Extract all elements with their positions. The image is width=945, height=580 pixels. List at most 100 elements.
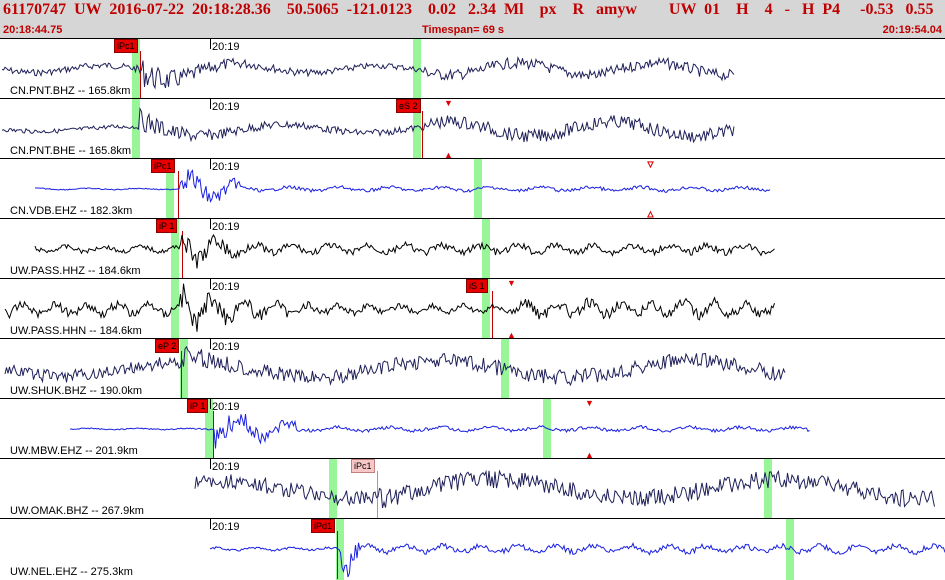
waveform-trace-line xyxy=(1,55,735,90)
pick-marker-bar xyxy=(413,39,421,99)
pick-marker-bar xyxy=(329,459,337,519)
channel-label: UW.MBW.EHZ -- 201.9km xyxy=(10,445,138,457)
arrival-marker-down-icon: ▼ xyxy=(585,398,594,408)
channel-label: UW.NEL.EHZ -- 275.3km xyxy=(10,566,133,578)
time-tick xyxy=(210,399,211,409)
time-tick xyxy=(210,519,211,529)
waveform-trace-line xyxy=(1,106,735,144)
seismogram-waveform xyxy=(4,283,775,332)
title-bar: 61170747 UW 2016-07-22 20:18:28.36 50.50… xyxy=(0,0,945,39)
waveform-trace-line xyxy=(4,345,786,387)
time-tick xyxy=(210,39,211,49)
time-tick-label: 20:19 xyxy=(212,101,240,113)
seismogram-waveform xyxy=(1,55,735,90)
time-tick-label: 20:19 xyxy=(212,221,240,233)
trace-panel[interactable]: 20:19 iPc1 UW.OMAK.BHZ -- 267.9km xyxy=(0,459,945,519)
channel-label: CN.PNT.BHE -- 165.8km xyxy=(10,145,132,157)
phase-pick[interactable]: eS 2 xyxy=(396,99,421,113)
arrival-marker-up-icon: ▲ xyxy=(585,450,594,460)
time-tick-label: 20:19 xyxy=(212,341,240,353)
timespan-label: Timespan= 69 s xyxy=(422,24,505,36)
phase-pick[interactable]: iP 1 xyxy=(187,399,209,413)
trace-panel[interactable]: 20:19 iPc1 CN.PNT.BHZ -- 165.8km xyxy=(0,39,945,99)
waveform-trace-line xyxy=(194,469,935,509)
trace-panel[interactable]: 20:19 iPc1 ▼ ▲ CN.VDB.EHZ -- 182.3km xyxy=(0,159,945,219)
seismogram-waveform xyxy=(1,106,735,144)
theoretical-arrival-down-icon: ▼ xyxy=(646,159,656,169)
panel-divider xyxy=(0,518,945,519)
seismogram-waveform xyxy=(69,413,810,449)
arrival-marker-down-icon: ▼ xyxy=(507,278,516,288)
time-tick-label: 20:19 xyxy=(212,521,240,533)
phase-pick[interactable]: iPd1 xyxy=(311,519,336,533)
seismogram-waveform xyxy=(209,542,945,578)
pick-line xyxy=(337,531,338,579)
channel-label: CN.VDB.EHZ -- 182.3km xyxy=(10,205,133,217)
seismogram-waveform xyxy=(194,469,935,509)
phase-pick[interactable]: iP 1 xyxy=(156,219,178,233)
trace-panel[interactable]: 20:19 iP 1 ▼ ▲ UW.MBW.EHZ -- 201.9km xyxy=(0,398,945,460)
seismogram-waveform xyxy=(35,169,771,203)
trace-panel[interactable]: 20:19 iPd1 UW.NEL.EHZ -- 275.3km xyxy=(0,519,945,580)
seismogram-waveform xyxy=(4,345,786,387)
waveform-trace-line xyxy=(34,233,775,269)
trace-panel[interactable]: 20:19 iS 1 ▼ ▲ UW.PASS.HHN -- 184.6km xyxy=(0,278,945,340)
waveform-trace-line xyxy=(4,283,775,332)
trace-panel[interactable]: 20:19 eS 2 ▼ ▲ CN.PNT.BHE -- 165.8km xyxy=(0,98,945,160)
pick-marker-bar xyxy=(336,519,344,580)
arrival-marker-down-icon: ▼ xyxy=(444,98,453,108)
pick-marker-bar xyxy=(482,219,490,279)
phase-pick[interactable]: iPc1 xyxy=(151,159,175,173)
arrival-marker-up-icon: ▲ xyxy=(444,150,453,160)
pick-line xyxy=(181,351,182,399)
waveform-trace-line xyxy=(35,169,771,203)
panel-divider xyxy=(0,98,945,99)
phase-pick[interactable]: iPc1 xyxy=(114,39,138,53)
pick-marker-bar xyxy=(786,519,794,580)
pick-marker-bar xyxy=(413,99,421,159)
pick-line xyxy=(182,231,183,279)
theoretical-arrival-up-icon: ▲ xyxy=(646,209,656,219)
time-tick xyxy=(210,339,211,349)
panel-divider xyxy=(0,278,945,279)
panel-divider xyxy=(0,158,945,159)
pick-marker-bar xyxy=(180,339,188,399)
pick-marker-bar xyxy=(166,159,174,219)
pick-line xyxy=(422,111,423,159)
pick-line xyxy=(140,51,141,99)
channel-label: UW.PASS.HHN -- 184.6km xyxy=(10,325,142,337)
pick-marker-bar xyxy=(482,279,490,339)
trace-panel[interactable]: 20:19 eP 2 UW.SHUK.BHZ -- 190.0km xyxy=(0,339,945,399)
time-tick-label: 20:19 xyxy=(212,461,240,473)
time-tick xyxy=(210,459,211,469)
pick-marker-bar xyxy=(764,459,772,519)
pick-marker-bar xyxy=(132,99,140,159)
time-tick xyxy=(210,99,211,109)
phase-pick[interactable]: iPc1 xyxy=(351,459,375,473)
pick-marker-bar xyxy=(543,399,551,459)
waveform-trace-line xyxy=(209,542,945,578)
time-tick xyxy=(210,279,211,289)
time-tick-label: 20:19 xyxy=(212,161,240,173)
pick-line xyxy=(377,471,378,519)
phase-pick[interactable]: iS 1 xyxy=(466,279,488,293)
panel-divider xyxy=(0,458,945,459)
pick-marker-bar xyxy=(205,399,213,459)
arrival-marker-up-icon: ▲ xyxy=(507,330,516,340)
time-tick-label: 20:19 xyxy=(212,401,240,413)
trace-panel[interactable]: 20:19 iP 1 UW.PASS.HHZ -- 184.6km xyxy=(0,219,945,279)
channel-label: UW.PASS.HHZ -- 184.6km xyxy=(10,265,141,277)
panel-divider xyxy=(0,338,945,339)
pick-marker-bar xyxy=(171,219,179,279)
pick-marker-bar xyxy=(501,339,509,399)
start-time: 20:18:44.75 xyxy=(3,24,63,36)
phase-pick[interactable]: eP 2 xyxy=(155,339,180,353)
channel-label: UW.SHUK.BHZ -- 190.0km xyxy=(10,385,143,397)
end-time: 20:19:54.04 xyxy=(882,24,942,36)
panel-divider xyxy=(0,218,945,219)
seismogram-waveform xyxy=(34,233,775,269)
channel-label: UW.OMAK.BHZ -- 267.9km xyxy=(10,505,144,517)
time-tick-label: 20:19 xyxy=(212,281,240,293)
pick-line xyxy=(178,171,179,219)
channel-label: CN.PNT.BHZ -- 165.8km xyxy=(10,85,131,97)
